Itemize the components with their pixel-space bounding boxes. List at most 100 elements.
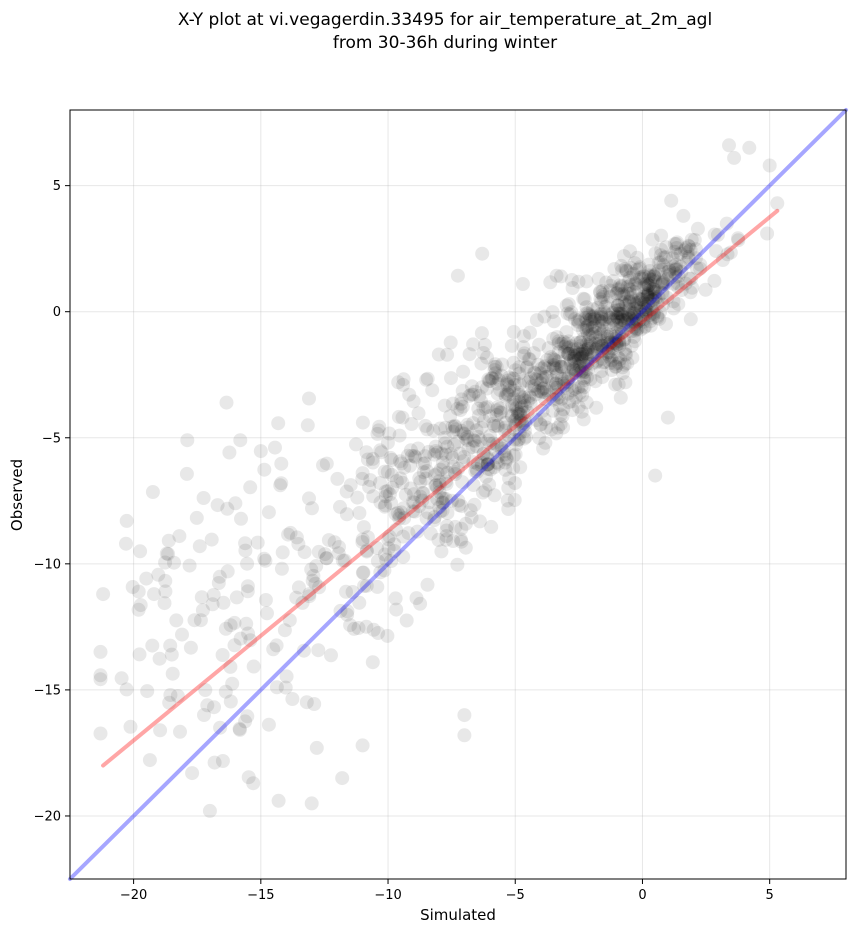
scatter-point	[281, 527, 296, 542]
scatter-point	[594, 311, 609, 326]
scatter-point	[151, 567, 166, 582]
scatter-point	[492, 373, 506, 388]
scatter-point	[512, 387, 526, 402]
scatter-point	[356, 520, 371, 535]
scatter-point	[474, 356, 489, 371]
scatter-point	[318, 547, 332, 562]
scatter-point	[634, 292, 648, 307]
scatter-point	[648, 468, 663, 483]
scatter-point	[291, 537, 306, 551]
scatter-point	[484, 371, 499, 386]
scatter-point	[330, 471, 345, 486]
scatter-point	[504, 408, 519, 423]
scatter-point	[205, 597, 220, 612]
scatter-point	[363, 473, 378, 488]
scatter-point	[169, 613, 184, 628]
scatter-point	[419, 511, 434, 526]
scatter-point	[545, 305, 560, 320]
scatter-point	[448, 418, 462, 433]
scatter-point	[472, 514, 487, 529]
scatter-point	[646, 297, 661, 312]
scatter-point	[487, 419, 502, 433]
scatter-point	[575, 346, 590, 361]
scatter-point	[669, 241, 684, 255]
scatter-point	[515, 416, 530, 431]
scatter-point	[689, 242, 703, 257]
scatter-point	[480, 450, 494, 464]
scatter-point	[517, 390, 532, 405]
scatter-point	[684, 232, 699, 247]
scatter-point	[642, 268, 657, 283]
scatter-point	[666, 259, 681, 274]
scatter-point	[481, 462, 496, 476]
scatter-point	[536, 441, 551, 456]
scatter-point	[531, 383, 546, 398]
scatter-point	[257, 551, 272, 566]
scatter-point	[580, 351, 595, 366]
scatter-point	[435, 495, 450, 510]
scatter-point	[612, 336, 627, 351]
scatter-point	[618, 375, 633, 390]
scatter-point	[165, 666, 180, 681]
x-tick-label: −10	[374, 888, 401, 903]
scatter-point	[510, 404, 525, 419]
scatter-point	[590, 353, 605, 368]
scatter-point	[662, 263, 677, 278]
scatter-point	[394, 505, 409, 520]
scatter-point	[490, 400, 505, 415]
scatter-point	[506, 421, 521, 436]
scatter-point	[223, 659, 238, 674]
scatter-point	[478, 400, 493, 415]
scatter-point	[613, 306, 628, 321]
scatter-point	[419, 372, 434, 387]
scatter-point	[568, 366, 583, 381]
scatter-point	[189, 510, 204, 525]
scatter-point	[698, 282, 713, 297]
scatter-point	[608, 303, 623, 318]
scatter-point	[446, 534, 461, 548]
scatter-point	[467, 497, 482, 512]
scatter-point	[456, 454, 471, 469]
scatter-point	[213, 720, 228, 735]
scatter-point	[359, 619, 374, 634]
scatter-point	[655, 262, 669, 277]
scatter-point	[413, 489, 428, 504]
scatter-point	[554, 336, 569, 351]
scatter-point	[579, 370, 594, 385]
scatter-point	[489, 455, 504, 470]
scatter-point	[574, 379, 589, 394]
scatter-point	[502, 370, 516, 385]
scatter-point	[640, 287, 655, 302]
scatter-point	[517, 398, 532, 413]
scatter-point	[395, 475, 410, 490]
scatter-point	[534, 361, 549, 376]
scatter-point	[382, 487, 397, 502]
scatter-point	[153, 723, 168, 738]
scatter-point	[443, 409, 458, 424]
scatter-point	[566, 342, 581, 357]
scatter-point	[628, 321, 643, 336]
scatter-point	[513, 460, 528, 475]
scatter-point	[597, 355, 612, 369]
scatter-point	[274, 476, 289, 491]
scatter-point	[617, 357, 632, 372]
scatter-point	[647, 289, 662, 304]
scatter-point	[625, 306, 640, 321]
scatter-point	[557, 372, 572, 387]
scatter-point	[547, 358, 562, 373]
scatter-point	[520, 394, 535, 409]
scatter-point	[668, 261, 683, 276]
scatter-point	[277, 623, 292, 638]
scatter-point	[626, 314, 641, 329]
scatter-point	[575, 388, 590, 403]
scatter-point	[362, 479, 377, 494]
scatter-point	[603, 278, 618, 293]
scatter-point	[619, 347, 634, 362]
scatter-point	[659, 240, 674, 255]
scatter-point	[355, 415, 370, 430]
scatter-point	[632, 295, 647, 309]
scatter-point	[627, 334, 642, 349]
scatter-point	[206, 588, 221, 602]
scatter-point	[579, 337, 594, 352]
scatter-point	[584, 315, 599, 329]
